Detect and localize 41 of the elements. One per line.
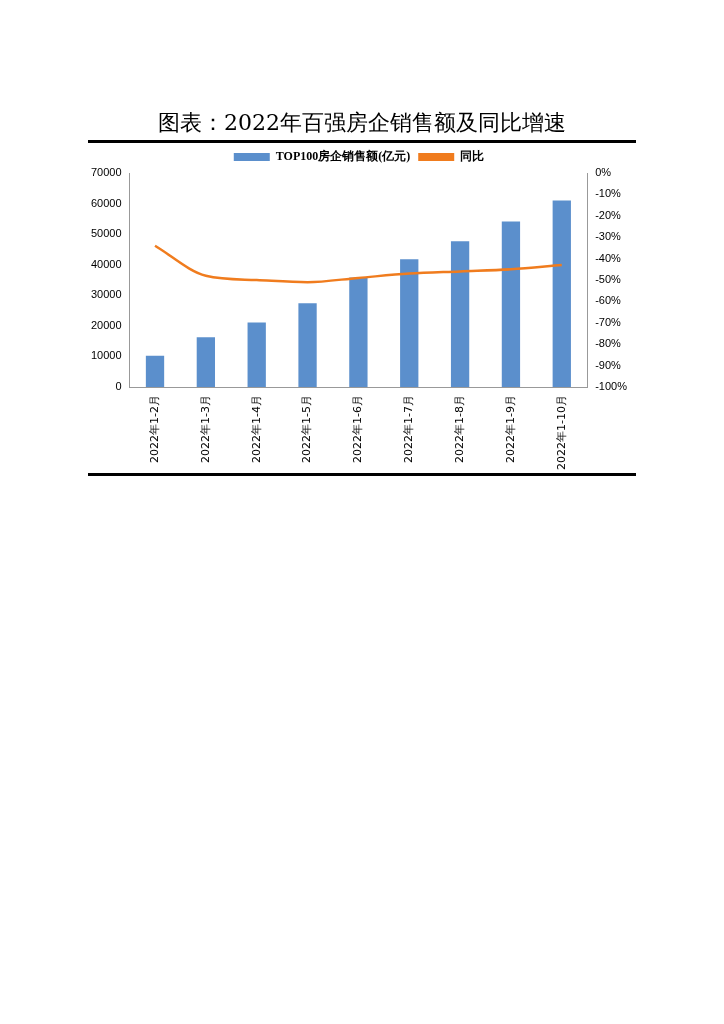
bar xyxy=(400,259,419,388)
y2-tick-label: -40% xyxy=(595,251,622,264)
y2-tick-label: -50% xyxy=(595,273,622,286)
x-tick-label: 2022年1-8月 xyxy=(452,395,466,464)
legend-label: 同比 xyxy=(460,149,485,164)
bar xyxy=(450,241,470,388)
bar xyxy=(145,355,165,388)
y2-tick-label: -30% xyxy=(595,230,622,243)
y2-tick-label: -80% xyxy=(595,337,622,350)
y2-tick-label: -100% xyxy=(595,380,628,393)
bar xyxy=(552,200,571,388)
y-tick-label: 60000 xyxy=(90,196,122,209)
bar xyxy=(196,337,216,388)
y-tick-label: 10000 xyxy=(90,349,122,362)
y2-tick-label: 0% xyxy=(595,166,612,179)
y-tick-label: 20000 xyxy=(90,318,122,331)
y2-tick-label: -20% xyxy=(595,208,622,221)
x-tick-label: 2022年1-3月 xyxy=(198,395,212,464)
y-tick-label: 50000 xyxy=(90,227,122,240)
x-tick-label: 2022年1-2月 xyxy=(147,395,161,464)
legend-label: TOP100房企销售额(亿元) xyxy=(275,149,411,164)
x-tick-label: 2022年1-6月 xyxy=(351,395,365,464)
y2-tick-label: -70% xyxy=(595,315,622,328)
y-tick-label: 70000 xyxy=(90,166,122,179)
x-tick-label: 2022年1-9月 xyxy=(503,395,517,464)
y2-tick-label: -60% xyxy=(595,294,622,307)
chart-title: 图表：2022年百强房企销售额及同比增速 xyxy=(88,108,636,143)
x-tick-label: 2022年1-5月 xyxy=(300,395,314,464)
y-tick-label: 0 xyxy=(115,380,122,393)
bar xyxy=(247,322,266,388)
y-tick-label: 30000 xyxy=(90,288,122,301)
bar xyxy=(298,303,317,388)
y2-tick-label: -90% xyxy=(595,358,622,371)
x-tick-label: 2022年1-7月 xyxy=(402,395,416,464)
bar xyxy=(501,221,521,388)
y2-tick-label: -10% xyxy=(595,187,622,200)
y-tick-label: 40000 xyxy=(90,257,122,270)
line-series xyxy=(153,244,564,284)
x-tick-label: 2022年1-4月 xyxy=(249,395,263,464)
bar xyxy=(349,277,368,388)
x-tick-label: 2022年1-10月 xyxy=(554,395,568,471)
